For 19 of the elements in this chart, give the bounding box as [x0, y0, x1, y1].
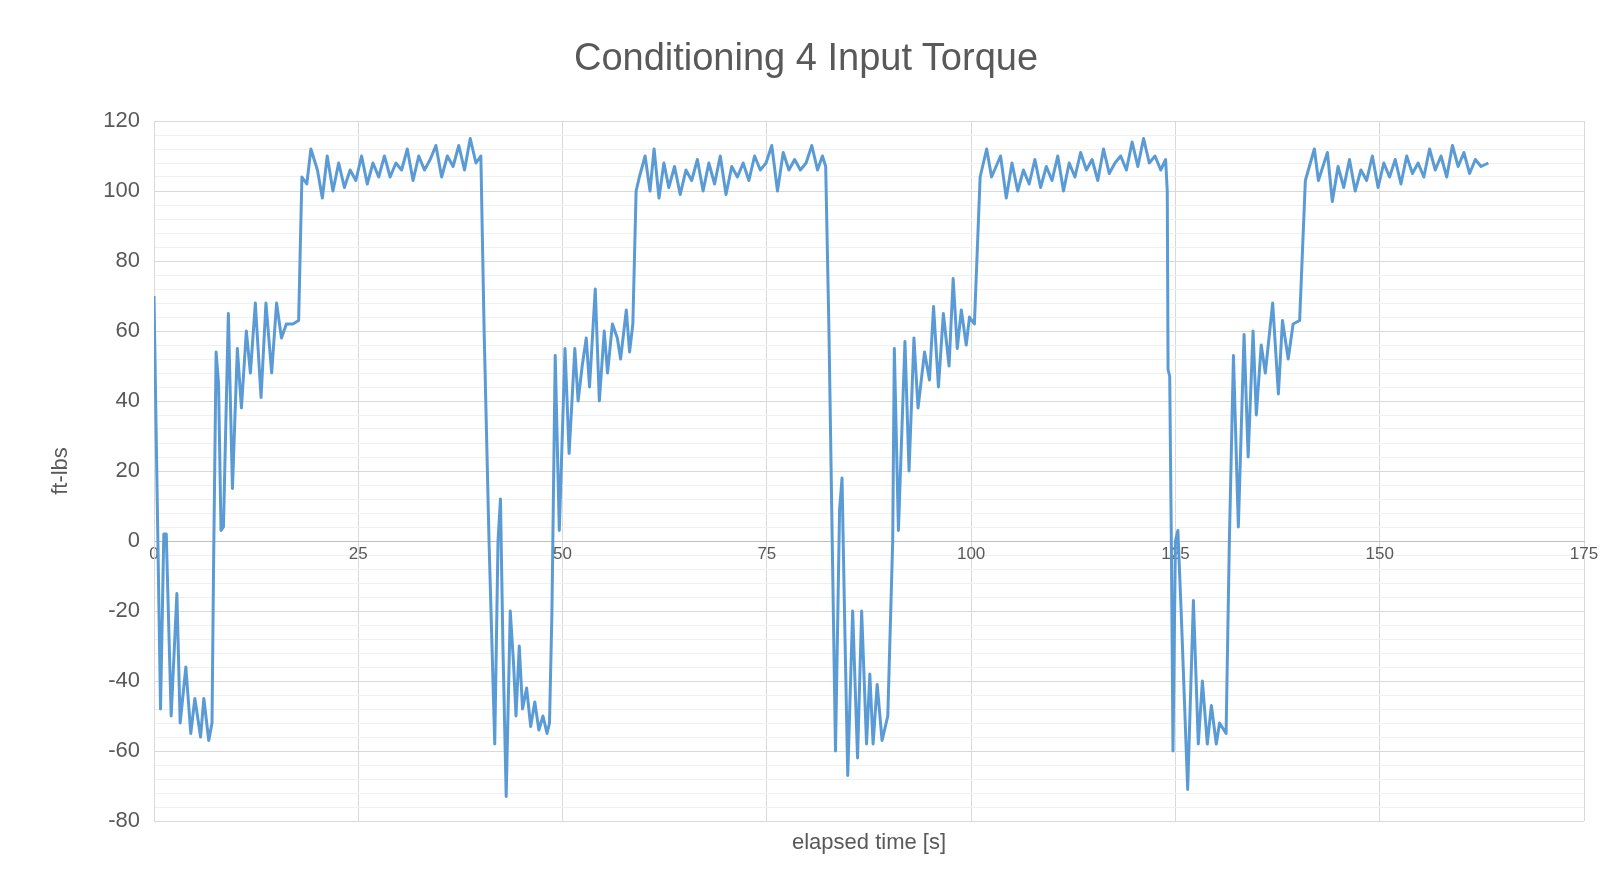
- x-tick-label: 100: [956, 543, 986, 563]
- y-axis-title: ft-lbs: [47, 447, 73, 495]
- y-tick-label: 60: [115, 317, 140, 343]
- y-tick-label: 20: [115, 457, 140, 483]
- y-tick-label: -60: [108, 737, 140, 763]
- y-tick-label: 80: [115, 247, 140, 273]
- y-tick-label: 120: [103, 107, 140, 133]
- x-tick-label: 50: [553, 543, 573, 563]
- y-tick-label: 100: [103, 177, 140, 203]
- y-tick-label: 40: [115, 387, 140, 413]
- chart-title: Conditioning 4 Input Torque: [572, 36, 1040, 79]
- y-tick-label: -40: [108, 667, 140, 693]
- x-tick-label: 25: [348, 543, 368, 563]
- y-tick-label: -80: [108, 807, 140, 833]
- x-tick-label: 75: [757, 543, 777, 563]
- x-tick-label: 175: [1569, 543, 1599, 563]
- x-axis-title: elapsed time [s]: [790, 829, 948, 855]
- x-tick-label: 150: [1365, 543, 1394, 563]
- y-tick-label: -20: [108, 597, 140, 623]
